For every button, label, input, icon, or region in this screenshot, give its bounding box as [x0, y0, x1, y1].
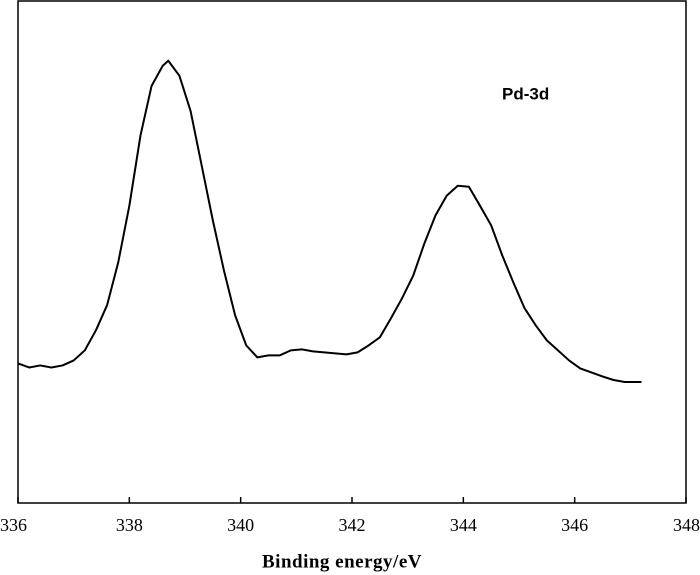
x-tick-label: 344: [450, 515, 477, 535]
x-tick-label: 336: [0, 515, 27, 535]
x-tick-label: 346: [561, 515, 588, 535]
x-tick-label: 348: [673, 515, 700, 535]
x-tick-label: 340: [227, 515, 254, 535]
x-tick-label: 338: [116, 515, 143, 535]
x-tick-label: 342: [339, 515, 366, 535]
x-axis-label: Binding energy/eV: [262, 551, 422, 572]
line-series: [17, 59, 642, 384]
annotation: Pd-3d: [502, 84, 549, 103]
plot-frame: [17, 0, 687, 504]
